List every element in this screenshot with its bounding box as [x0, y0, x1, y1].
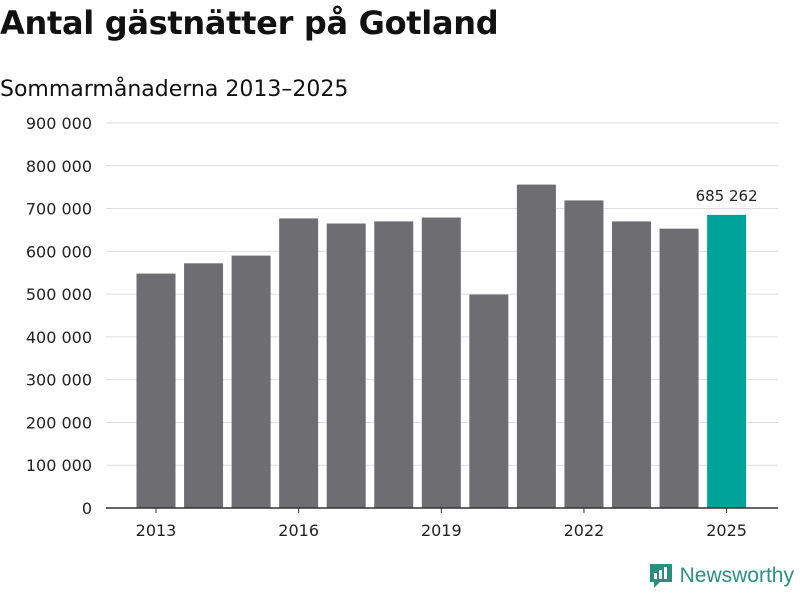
y-tick-label: 100 000 [26, 456, 92, 475]
y-tick-label: 600 000 [26, 242, 92, 261]
x-tick-label: 2016 [278, 521, 319, 540]
bar-2015 [231, 255, 271, 508]
y-tick-label: 900 000 [26, 114, 92, 133]
bar-2018 [374, 221, 414, 508]
bar-2022 [564, 200, 604, 508]
bar-2020 [469, 294, 509, 508]
x-tick-label: 2025 [706, 521, 747, 540]
y-tick-label: 300 000 [26, 371, 92, 390]
bar-2023 [612, 221, 651, 508]
chart-title: Antal gästnätter på Gotland [0, 4, 499, 42]
bar-2017 [326, 223, 366, 508]
data-labels: 685 262 [696, 187, 758, 205]
bar-2014 [184, 263, 224, 508]
x-tick-label: 2013 [136, 521, 177, 540]
data-label-2025: 685 262 [696, 187, 758, 205]
y-tick-label: 0 [82, 499, 92, 518]
y-tick-label: 800 000 [26, 157, 92, 176]
bar-2013 [136, 273, 176, 508]
y-tick-label: 400 000 [26, 328, 92, 347]
bar-2016 [279, 218, 319, 508]
bar-2025 [707, 214, 747, 508]
newsworthy-logo-icon [649, 564, 672, 588]
bars [136, 184, 747, 509]
bar-2019 [421, 217, 461, 509]
brand-logo: Newsworthy [648, 562, 794, 590]
y-axis-tick-labels: 0 100 000 200 000 300 000 400 000 500 000 600 … [26, 114, 92, 518]
bar-2024 [659, 228, 699, 508]
x-tick-label: 2019 [421, 521, 462, 540]
x-axis-tick-labels: 2013 2016 2019 2022 2025 [136, 508, 747, 540]
y-tick-label: 200 000 [26, 413, 92, 432]
brand-name: Newsworthy [679, 564, 794, 587]
y-tick-label: 700 000 [26, 200, 92, 219]
chart-subtitle: Sommarmånaderna 2013–2025 [0, 77, 349, 102]
bar-2021 [516, 184, 556, 508]
y-tick-label: 500 000 [26, 285, 92, 304]
x-tick-label: 2022 [564, 521, 605, 540]
